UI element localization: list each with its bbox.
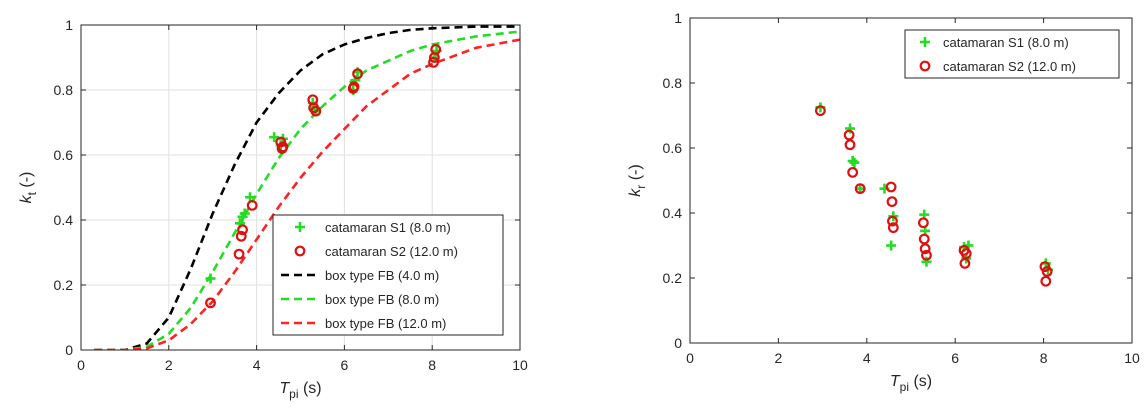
data-point-s1-3 <box>237 224 248 236</box>
legend-label-0: catamaran S1 (8.0 m) <box>943 35 1069 50</box>
legend: catamaran S1 (8.0 m) catamaran S2 (12.0 m… <box>272 214 504 336</box>
x-tick-label: 6 <box>951 350 959 366</box>
series-line-3 <box>94 30 520 350</box>
data-point-s1-4 <box>854 183 866 195</box>
data-point-s1-18 <box>1041 266 1053 277</box>
axes-box <box>689 17 1133 344</box>
x-tick-label: 0 <box>77 357 85 373</box>
chart-panel-1: 0 2 4 6 8 10 0 0.2 0.4 0.6 0.8 1 Tpi (s) kt (-) catama… <box>18 17 528 401</box>
data-point-s0-2 <box>847 156 858 166</box>
legend-label-3: box type FB (8.0 m) <box>325 292 439 307</box>
data-point-s1-17 <box>1040 275 1052 287</box>
legend-label-0: catamaran S1 (8.0 m) <box>325 220 451 235</box>
legend-box <box>904 29 1120 79</box>
x-tick-label: 8 <box>428 357 436 373</box>
x-tick-label: 4 <box>253 357 261 373</box>
data-point-s1-12 <box>348 81 360 93</box>
data-point-s1-8 <box>887 222 899 234</box>
x-tick-label: 0 <box>686 350 694 366</box>
data-point-s0-3 <box>849 157 860 168</box>
data-point-s1-2 <box>235 230 247 242</box>
data-point-s0-6 <box>886 240 897 251</box>
y-axis-label: kt (-) <box>18 172 39 204</box>
data-point-s1-13 <box>352 68 363 80</box>
data-point-s1-14 <box>959 257 971 269</box>
y-tick-label: 1 <box>674 10 682 26</box>
y-tick-label: 0.4 <box>54 212 74 228</box>
x-tick-label: 2 <box>775 350 783 366</box>
y-tick-label: 0 <box>674 335 682 351</box>
data-point-s1-9 <box>917 217 929 229</box>
x-axis-label: Tpi (s) <box>890 373 932 394</box>
data-point-s1-12 <box>921 249 932 261</box>
data-point-s1-10 <box>918 233 930 245</box>
y-tick-label: 0.4 <box>663 205 683 221</box>
data-point-s1-6 <box>886 196 898 208</box>
data-point-s0-3 <box>239 208 250 219</box>
data-point-s1-10 <box>310 105 322 117</box>
legend-marker-0 <box>295 222 305 232</box>
series-line-2 <box>94 25 520 350</box>
data-point-s1-0 <box>814 105 826 117</box>
legend-marker-0 <box>920 37 930 47</box>
axes-box <box>80 24 521 351</box>
chart-panel-2: 0 2 4 6 8 10 0 0.2 0.4 0.6 0.8 1 Tpi (s) kr (-) catama… <box>627 10 1140 394</box>
legend-label-1: catamaran S2 (12.0 m) <box>325 244 458 259</box>
legend-label-4: box type FB (12.0 m) <box>325 316 446 331</box>
x-axis-label: Tpi (s) <box>279 380 321 401</box>
y-tick-label: 0.6 <box>663 140 683 156</box>
x-tick-label: 10 <box>512 357 528 373</box>
legend-marker-1 <box>919 60 931 72</box>
data-point-s0-0 <box>205 273 216 284</box>
x-tick-label: 8 <box>1040 350 1048 366</box>
y-tick-label: 0.2 <box>54 277 74 293</box>
legend: catamaran S1 (8.0 m) catamaran S2 (12.0 m… <box>904 29 1120 79</box>
x-tick-label: 4 <box>863 350 871 366</box>
y-tick-label: 0.6 <box>54 147 74 163</box>
y-tick-label: 0.8 <box>54 82 74 98</box>
data-point-s1-11 <box>919 243 931 255</box>
data-point-s1-1 <box>843 129 855 141</box>
y-tick-label: 0.2 <box>663 270 683 286</box>
x-tick-label: 10 <box>1124 350 1140 366</box>
x-tick-label: 6 <box>341 357 349 373</box>
data-point-s0-5 <box>269 132 280 143</box>
data-point-s1-4 <box>246 199 258 211</box>
y-tick-label: 0.8 <box>663 75 683 91</box>
plot-data <box>94 25 520 350</box>
x-tick-label: 2 <box>165 357 173 373</box>
data-point-s1-14 <box>428 56 439 68</box>
data-point-s0-10 <box>921 256 932 267</box>
legend-marker-1 <box>294 245 306 257</box>
data-point-s1-15 <box>960 248 972 260</box>
y-tick-label: 0 <box>65 342 73 358</box>
data-point-s1-3 <box>847 166 859 178</box>
data-point-s1-16 <box>430 43 442 55</box>
y-axis-label: kr (-) <box>627 164 648 196</box>
plot-data <box>814 102 1054 287</box>
data-point-s1-2 <box>844 139 856 151</box>
y-tick-label: 1 <box>65 17 73 33</box>
legend-label-2: box type FB (4.0 m) <box>325 268 439 283</box>
data-point-s1-0 <box>205 297 216 309</box>
series-line-4 <box>94 38 520 350</box>
data-point-s1-1 <box>233 248 245 260</box>
data-point-s1-7 <box>277 141 289 153</box>
data-point-s1-7 <box>887 215 898 227</box>
legend-label-1: catamaran S2 (12.0 m) <box>943 59 1076 74</box>
data-point-s1-5 <box>885 181 897 193</box>
